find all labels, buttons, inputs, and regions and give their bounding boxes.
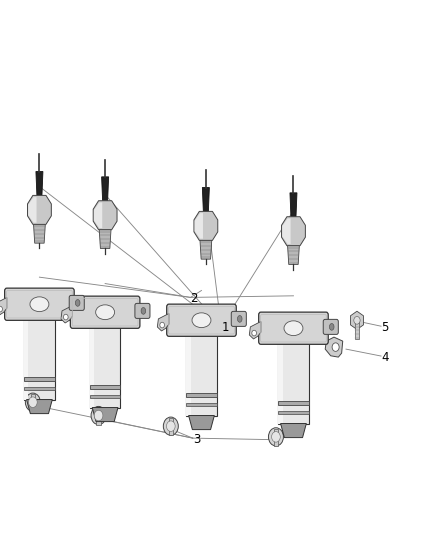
Polygon shape	[194, 212, 218, 240]
Polygon shape	[200, 240, 212, 259]
Polygon shape	[102, 177, 109, 201]
Circle shape	[160, 322, 165, 328]
Circle shape	[332, 343, 339, 351]
Circle shape	[163, 417, 178, 435]
Bar	[90, 385, 120, 389]
Polygon shape	[24, 318, 55, 400]
Bar	[90, 395, 120, 398]
Polygon shape	[282, 219, 290, 244]
FancyBboxPatch shape	[231, 311, 246, 326]
Bar	[96, 407, 101, 425]
Text: 3: 3	[193, 433, 200, 446]
Bar	[278, 401, 309, 405]
Polygon shape	[194, 213, 203, 239]
Circle shape	[268, 427, 283, 446]
Polygon shape	[278, 342, 283, 424]
Polygon shape	[0, 297, 7, 315]
Ellipse shape	[192, 313, 211, 328]
Text: 4: 4	[381, 351, 389, 364]
Polygon shape	[28, 196, 51, 224]
Polygon shape	[288, 246, 299, 264]
Bar	[278, 411, 309, 414]
Polygon shape	[36, 172, 43, 196]
Polygon shape	[93, 201, 117, 230]
Circle shape	[272, 432, 280, 442]
Polygon shape	[281, 424, 306, 438]
Ellipse shape	[75, 300, 80, 306]
FancyBboxPatch shape	[71, 296, 140, 328]
Polygon shape	[290, 193, 297, 217]
Circle shape	[91, 406, 106, 425]
Bar	[355, 320, 359, 338]
Polygon shape	[34, 224, 45, 243]
Polygon shape	[186, 334, 217, 416]
Circle shape	[28, 397, 37, 408]
Ellipse shape	[95, 305, 115, 320]
Ellipse shape	[237, 316, 242, 322]
Circle shape	[252, 330, 257, 336]
Bar	[24, 387, 55, 390]
Polygon shape	[189, 416, 214, 430]
Polygon shape	[249, 321, 261, 339]
Circle shape	[166, 421, 175, 432]
Polygon shape	[24, 318, 28, 400]
Polygon shape	[28, 197, 36, 223]
Bar	[186, 403, 217, 406]
Polygon shape	[202, 188, 209, 212]
Bar	[24, 377, 55, 381]
Polygon shape	[94, 203, 102, 228]
Circle shape	[94, 410, 103, 421]
Polygon shape	[157, 313, 169, 331]
Polygon shape	[278, 342, 309, 424]
Polygon shape	[90, 326, 120, 408]
Bar	[274, 429, 278, 446]
FancyBboxPatch shape	[135, 303, 150, 318]
Text: 5: 5	[381, 321, 389, 334]
Polygon shape	[325, 337, 343, 357]
Polygon shape	[61, 305, 73, 323]
Text: 2: 2	[191, 292, 198, 305]
Circle shape	[64, 314, 68, 320]
FancyBboxPatch shape	[323, 319, 338, 334]
Polygon shape	[282, 217, 305, 246]
Text: 1: 1	[221, 321, 229, 334]
Circle shape	[25, 393, 40, 411]
Ellipse shape	[30, 297, 49, 312]
Polygon shape	[27, 400, 52, 414]
FancyBboxPatch shape	[69, 295, 84, 310]
FancyBboxPatch shape	[5, 288, 74, 320]
Bar	[169, 418, 173, 435]
Polygon shape	[99, 230, 111, 248]
FancyBboxPatch shape	[167, 304, 236, 336]
Bar	[186, 393, 217, 397]
Circle shape	[354, 317, 360, 324]
FancyBboxPatch shape	[259, 312, 328, 344]
Polygon shape	[92, 408, 118, 422]
Polygon shape	[350, 311, 364, 329]
Ellipse shape	[141, 308, 146, 314]
Ellipse shape	[284, 321, 303, 336]
Bar	[31, 394, 35, 411]
Ellipse shape	[329, 324, 334, 330]
Polygon shape	[186, 334, 191, 416]
Polygon shape	[90, 326, 94, 408]
Circle shape	[0, 306, 3, 312]
